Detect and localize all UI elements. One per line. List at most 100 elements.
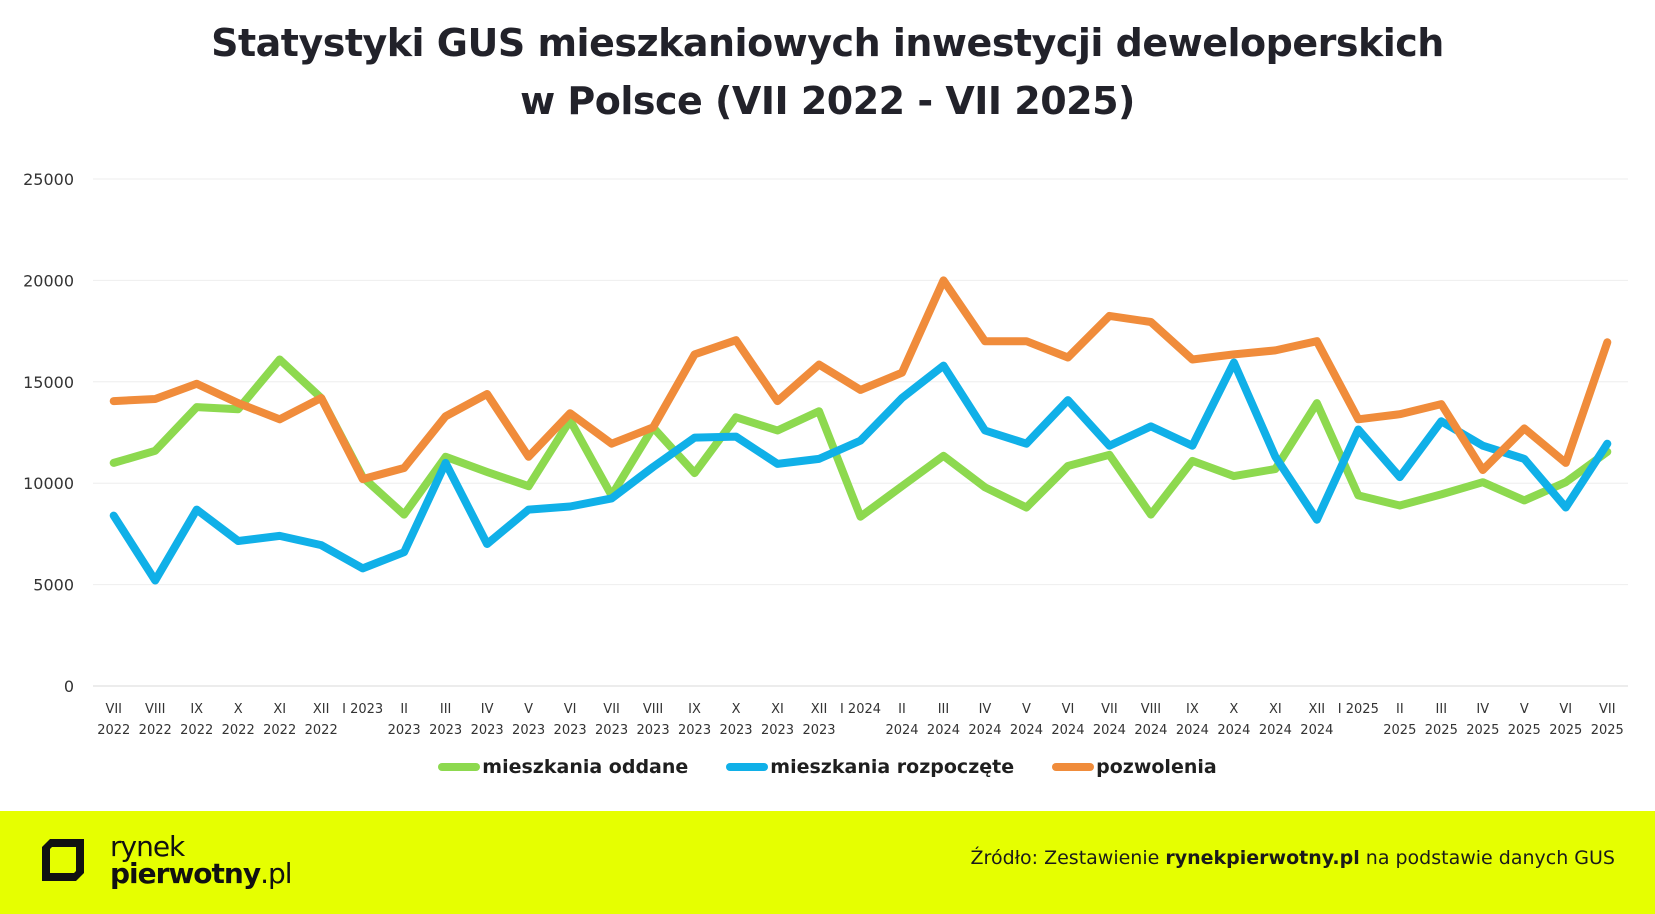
- x-tick-label: V: [1520, 702, 1529, 717]
- x-tick-label: VII: [603, 702, 620, 717]
- x-tick-label-year: 2023: [554, 723, 587, 738]
- x-tick-label-year: 2025: [1549, 723, 1582, 738]
- logo-line1: rynek: [110, 830, 185, 863]
- footer-bar: rynek pierwotny.pl Źródło: Zestawienie r…: [0, 811, 1655, 914]
- chart-title-line1: Statystyki GUS mieszkaniowych inwestycji…: [211, 21, 1444, 65]
- x-tick-label: IV: [481, 702, 494, 717]
- x-tick-label: XI: [1269, 702, 1282, 717]
- x-tick-label: I 2024: [840, 702, 881, 717]
- logo-text: rynek pierwotny.pl: [110, 830, 293, 890]
- x-tick-label: III: [440, 702, 452, 717]
- x-tick-label: I 2025: [1338, 702, 1379, 717]
- y-tick-label: 20000: [23, 271, 74, 290]
- x-tick-label: II: [898, 702, 906, 717]
- series-line-2: [109, 358, 1612, 585]
- x-tick-label: IV: [1476, 702, 1489, 717]
- x-tick-label: VIII: [643, 702, 663, 717]
- x-tick-label-year: 2024: [927, 723, 960, 738]
- x-tick-label-year: 2023: [637, 723, 670, 738]
- legend-swatch: [438, 763, 481, 771]
- legend-swatch: [726, 763, 769, 771]
- x-tick-label: I 2023: [342, 702, 383, 717]
- x-tick-label-year: 2024: [1217, 723, 1250, 738]
- x-tick-label: VII: [105, 702, 122, 717]
- x-tick-label-year: 2023: [802, 723, 835, 738]
- y-tick-label: 5000: [33, 576, 74, 595]
- y-tick-label: 15000: [23, 373, 74, 392]
- y-tick-label: 10000: [23, 474, 74, 493]
- x-tick-label-year: 2022: [139, 723, 172, 738]
- chart-title: Statystyki GUS mieszkaniowych inwestycji…: [0, 14, 1655, 130]
- x-tick-label-year: 2024: [1010, 723, 1043, 738]
- x-tick-label-year: 2025: [1466, 723, 1499, 738]
- x-tick-label: X: [732, 702, 741, 717]
- x-axis: VII2022VIII2022IX2022X2022XI2022XII2022I…: [93, 685, 1628, 738]
- x-tick-label-year: 2024: [1051, 723, 1084, 738]
- legend-label: mieszkania rozpoczęte: [770, 756, 1015, 778]
- x-tick-label: VIII: [1141, 702, 1161, 717]
- source-note: Źródło: Zestawienie rynekpierwotny.pl na…: [971, 847, 1615, 869]
- x-tick-label: V: [524, 702, 533, 717]
- legend-item: mieszkania rozpoczęte: [726, 756, 1014, 778]
- y-tick-label: 0: [64, 677, 74, 696]
- x-tick-label-year: 2024: [1259, 723, 1292, 738]
- logo: rynek pierwotny.pl: [42, 830, 293, 890]
- x-tick-label: V: [1022, 702, 1031, 717]
- x-tick-label-year: 2023: [429, 723, 462, 738]
- x-tick-label: IX: [1186, 702, 1199, 717]
- chart-title-line2: w Polsce (VII 2022 - VII 2025): [520, 79, 1135, 123]
- legend-item: pozwolenia: [1052, 756, 1217, 778]
- x-tick-label: X: [1229, 702, 1238, 717]
- x-tick-label-year: 2024: [968, 723, 1001, 738]
- logo-line2-bold: pierwotny: [110, 857, 261, 890]
- x-tick-label: XI: [273, 702, 286, 717]
- series-lines: [109, 276, 1612, 585]
- x-tick-label: IV: [979, 702, 992, 717]
- x-tick-label: VII: [1101, 702, 1118, 717]
- x-tick-label: XI: [771, 702, 784, 717]
- x-tick-label: X: [234, 702, 243, 717]
- y-axis: 0 5000 10000 15000 20000 25000: [23, 170, 74, 696]
- x-tick-label: III: [938, 702, 950, 717]
- x-tick-label-year: 2023: [388, 723, 421, 738]
- x-tick-label: XII: [1309, 702, 1326, 717]
- x-tick-label-year: 2024: [1134, 723, 1167, 738]
- x-tick-label-year: 2024: [1300, 723, 1333, 738]
- x-tick-label-year: 2025: [1425, 723, 1458, 738]
- x-tick-label: VI: [564, 702, 577, 717]
- x-tick-label-year: 2025: [1383, 723, 1416, 738]
- x-tick-label: IX: [688, 702, 701, 717]
- x-tick-label: VII: [1599, 702, 1616, 717]
- legend: mieszkania oddane mieszkania rozpoczęte po…: [0, 756, 1655, 778]
- x-tick-label: XII: [811, 702, 828, 717]
- x-tick-label-year: 2022: [263, 723, 296, 738]
- x-tick-label-year: 2023: [512, 723, 545, 738]
- source-link-text: rynekpierwotny.pl: [1165, 847, 1360, 869]
- x-tick-label-year: 2023: [471, 723, 504, 738]
- x-tick-label: III: [1436, 702, 1448, 717]
- x-tick-label-year: 2022: [305, 723, 338, 738]
- x-tick-label: II: [400, 702, 408, 717]
- legend-label: mieszkania oddane: [482, 756, 689, 778]
- x-tick-label-year: 2023: [761, 723, 794, 738]
- x-tick-label-year: 2024: [885, 723, 918, 738]
- x-tick-label-year: 2022: [222, 723, 255, 738]
- x-tick-label-year: 2023: [678, 723, 711, 738]
- legend-swatch: [1052, 763, 1095, 771]
- x-tick-label: II: [1396, 702, 1404, 717]
- logo-line2-suffix: .pl: [260, 857, 292, 890]
- x-tick-label: VI: [1559, 702, 1572, 717]
- x-tick-label: VI: [1062, 702, 1075, 717]
- logo-icon: [42, 839, 84, 881]
- x-tick-label: VIII: [145, 702, 165, 717]
- x-tick-label: IX: [190, 702, 203, 717]
- x-tick-label-year: 2022: [180, 723, 213, 738]
- x-tick-label-year: 2023: [719, 723, 752, 738]
- x-tick-label-year: 2024: [1176, 723, 1209, 738]
- x-tick-label-year: 2023: [595, 723, 628, 738]
- series-line-3: [109, 276, 1612, 484]
- legend-label: pozwolenia: [1096, 756, 1217, 778]
- source-prefix: Źródło: Zestawienie: [970, 847, 1166, 869]
- x-tick-label: XII: [313, 702, 330, 717]
